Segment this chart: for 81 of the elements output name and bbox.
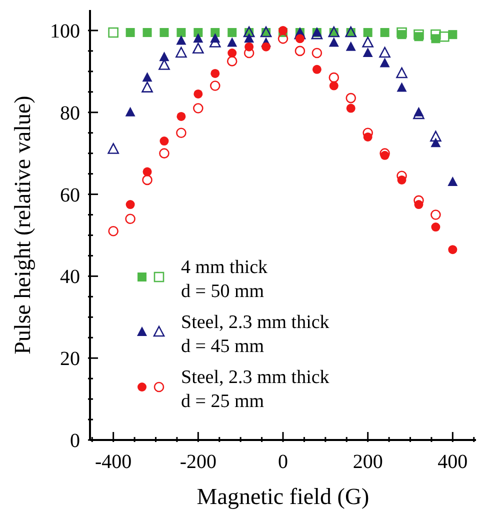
- point: [176, 112, 186, 121]
- point: [159, 148, 170, 158]
- point: [430, 130, 442, 142]
- point: [125, 214, 136, 224]
- point: [430, 29, 441, 40]
- point: [108, 226, 118, 236]
- point: [396, 67, 408, 78]
- point: [244, 48, 254, 58]
- y-tick-label: 40: [60, 266, 80, 288]
- x-axis-title: Magnetic field (G): [196, 484, 370, 509]
- point: [328, 72, 340, 83]
- point: [193, 103, 204, 114]
- point: [159, 52, 170, 62]
- x-tick-label: -400: [94, 451, 132, 473]
- point: [362, 36, 374, 48]
- point: [448, 176, 458, 186]
- point: [227, 37, 238, 47]
- point: [430, 138, 441, 148]
- x-tick-label: 400: [438, 451, 468, 473]
- point: [396, 82, 407, 92]
- y-tick-label: 100: [50, 20, 80, 42]
- point: [160, 28, 169, 38]
- point: [160, 136, 169, 146]
- point: [362, 48, 373, 57]
- y-tick-label: 60: [60, 184, 80, 206]
- point: [329, 81, 338, 90]
- point: [176, 128, 186, 138]
- point: [228, 28, 237, 38]
- point: [194, 89, 203, 98]
- point: [192, 42, 204, 54]
- x-tick-label: 200: [352, 451, 383, 473]
- point: [142, 28, 152, 38]
- point: [142, 174, 152, 186]
- y-tick-label: 20: [60, 348, 80, 370]
- legend-label: Steel, 2.3 mm thick d = 45 mm: [181, 312, 330, 357]
- point: [210, 68, 220, 78]
- point: [346, 41, 356, 51]
- point: [294, 46, 306, 56]
- point: [413, 108, 424, 120]
- point: [176, 46, 187, 58]
- point: [328, 37, 339, 47]
- point: [142, 72, 152, 82]
- point: [226, 56, 238, 66]
- point: [210, 28, 220, 38]
- point: [176, 28, 186, 38]
- point: [142, 82, 153, 92]
- point: [396, 27, 407, 38]
- legend-label: Steel, 2.3 mm thick d = 25 mm: [181, 367, 330, 412]
- point: [448, 245, 458, 254]
- point: [194, 28, 203, 38]
- point: [125, 106, 136, 116]
- point: [431, 222, 440, 232]
- y-tick-label: 80: [60, 102, 80, 124]
- x-tick-label: -200: [180, 451, 216, 473]
- point: [346, 92, 356, 104]
- point: [380, 58, 390, 68]
- point: [414, 29, 424, 40]
- point: [193, 33, 204, 43]
- y-axis-title: Pulse height (relative value): [10, 96, 36, 354]
- point: [126, 200, 135, 210]
- point: [278, 26, 288, 35]
- point: [312, 64, 322, 74]
- point: [312, 48, 322, 58]
- point: [262, 42, 271, 52]
- point: [176, 35, 186, 45]
- point: [108, 27, 118, 38]
- point: [346, 104, 356, 113]
- point: [126, 28, 135, 38]
- point: [278, 34, 288, 44]
- point: [363, 28, 372, 38]
- y-tick-label: 0: [70, 430, 80, 452]
- point: [380, 28, 390, 38]
- point: [210, 80, 220, 91]
- legend-label: 4 mm thick d = 50 mm: [181, 257, 268, 302]
- point: [228, 48, 237, 58]
- point: [108, 143, 119, 154]
- point: [439, 31, 450, 42]
- point: [379, 46, 390, 58]
- point: [430, 210, 441, 220]
- x-tick-label: 0: [278, 451, 288, 473]
- point: [295, 34, 304, 44]
